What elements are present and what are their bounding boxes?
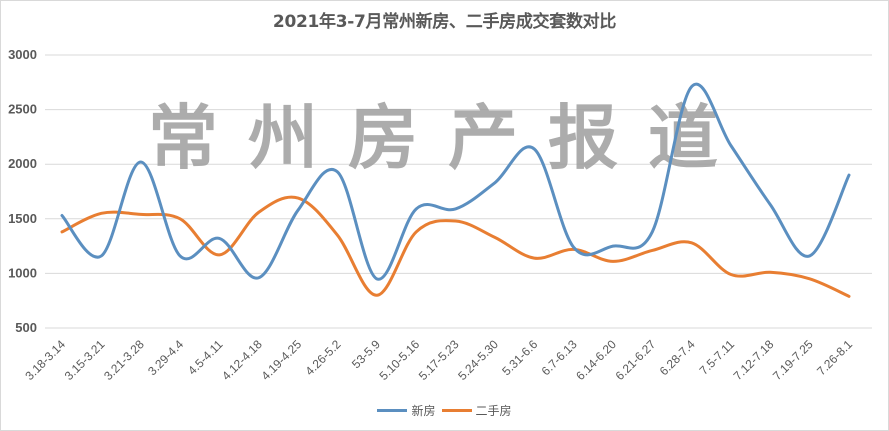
x-tick-label: 3.18-3.14 <box>22 337 68 383</box>
x-tick-label: 4.26-5.2 <box>303 337 344 378</box>
x-tick-label: 5.31-6.6 <box>499 337 540 378</box>
x-tick-label: 7.19-7.25 <box>770 337 816 383</box>
x-axis-ticks: 3.18-3.143.15-3.213.21-3.283.29-4.44.5-4… <box>22 337 855 383</box>
legend-label-new-homes: 新房 <box>411 404 436 418</box>
x-tick-label: 5.17-5.23 <box>416 337 462 383</box>
y-tick-label: 2500 <box>8 102 37 117</box>
x-tick-label: 4.19-4.25 <box>258 337 304 383</box>
y-tick-label: 1500 <box>8 211 37 226</box>
y-axis-ticks: 500 1000 1500 2000 2500 3000 <box>8 47 37 335</box>
x-tick-label: 7.12-7.18 <box>731 337 777 383</box>
y-tick-label: 3000 <box>8 47 37 62</box>
x-tick-label: 7.26-8.1 <box>814 337 855 378</box>
resale-homes-line <box>60 195 851 298</box>
legend-label-resale-homes: 二手房 <box>475 404 512 418</box>
gridlines <box>45 54 872 329</box>
y-tick-label: 1000 <box>8 265 37 280</box>
watermark: 常州房产报道 <box>148 96 748 179</box>
x-tick-label: 6.14-6.20 <box>573 337 619 383</box>
x-tick-label: 3.21-3.28 <box>101 337 147 383</box>
x-tick-label: 3.29-4.4 <box>145 337 186 378</box>
series-lines <box>60 82 851 298</box>
legend: 新房 二手房 <box>0 402 889 419</box>
new-homes-line <box>60 82 851 281</box>
x-tick-label: 5.10-5.16 <box>377 337 423 383</box>
y-tick-label: 2000 <box>8 156 37 171</box>
x-tick-label: 6.28-7.4 <box>657 337 698 378</box>
x-tick-label: 53-5.9 <box>349 337 383 371</box>
legend-swatch-new-homes <box>377 409 408 412</box>
x-tick-label: 5.24-5.30 <box>455 337 501 383</box>
y-tick-label: 500 <box>15 320 37 335</box>
legend-swatch-resale-homes <box>441 409 472 412</box>
chart-title: 2021年3-7月常州新房、二手房成交套数对比 <box>272 12 617 32</box>
x-tick-label: 6.21-6.27 <box>613 337 659 383</box>
legend-item-new-homes: 新房 <box>377 402 436 419</box>
x-tick-label: 3.15-3.21 <box>62 337 108 383</box>
x-tick-label: 4.12-4.18 <box>219 337 265 383</box>
legend-item-resale-homes: 二手房 <box>441 402 512 419</box>
